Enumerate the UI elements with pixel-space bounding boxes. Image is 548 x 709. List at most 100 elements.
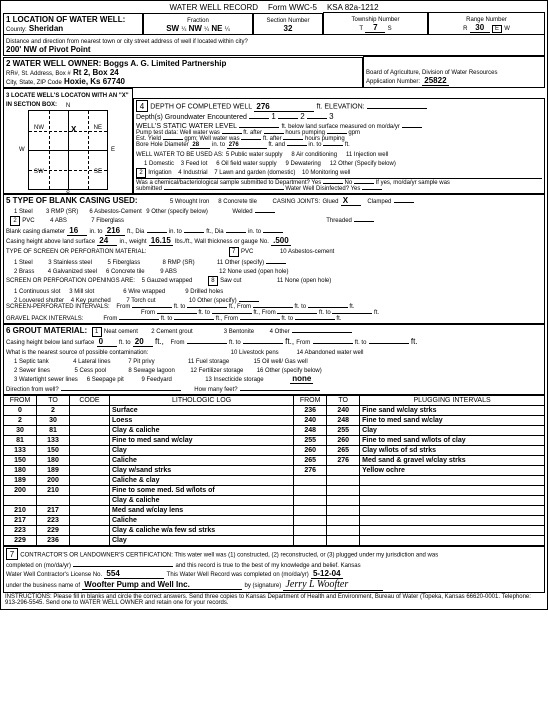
cj: CASING JOINTS:	[273, 199, 321, 205]
n11: 11 Fuel storage	[188, 359, 229, 365]
table-row: 150180 Caliche265276Med sand & gravel w/…	[4, 456, 545, 466]
bi2: ft. and	[268, 142, 285, 148]
lbsft: lbs./ft., Wall thickness or gauge No.	[175, 239, 269, 245]
glued-x: X	[341, 196, 361, 206]
o3: 3 Mill slot	[69, 289, 94, 295]
sec6-hdr: 6 GROUT MATERIAL:	[6, 326, 87, 335]
sec7-num: 7	[6, 548, 18, 560]
o9: 9 Drilled holes	[185, 289, 223, 295]
depth-label: DEPTH OF COMPLETED WELL	[150, 104, 252, 111]
u3: 3 Feed lot	[181, 161, 208, 167]
section-3-4: 3 LOCATE WELL'S LOCATON WITH AN "X" IN S…	[3, 88, 545, 194]
contam: What is the nearest source of possible c…	[6, 350, 148, 356]
bcd1: 16	[67, 226, 87, 236]
s1	[132, 307, 172, 308]
th-code: CODE	[70, 396, 110, 406]
addr-label: RR#, St. Address, Box #	[6, 71, 71, 77]
est1	[163, 139, 183, 140]
static-val	[239, 127, 279, 128]
gw3	[307, 118, 327, 119]
e4	[283, 139, 303, 140]
p5	[327, 133, 347, 134]
p8: 8 RMP (SR)	[162, 260, 194, 266]
section-4: 4 DEPTH OF COMPLETED WELL 276 ft. ELEVAT…	[133, 98, 545, 194]
section-5: 5 TYPE OF BLANK CASING USED: 5 Wrought I…	[3, 194, 545, 324]
cl-v	[394, 202, 414, 203]
gpi-t: ft. to	[161, 316, 173, 322]
c1: 1 Steel	[14, 209, 33, 215]
compl: completed on (mo/da/yr)	[6, 563, 71, 569]
th-from2: FROM	[294, 396, 327, 406]
bcd-i4: ft., Dia	[206, 229, 223, 235]
t-v	[354, 221, 374, 222]
bcd5	[226, 232, 246, 233]
bore2: 276	[227, 142, 267, 149]
ne: NE	[94, 125, 102, 131]
c5: 5 Wrought Iron	[170, 199, 210, 205]
depth-val: 276	[254, 102, 314, 112]
table-row: Clay & caliche	[4, 496, 545, 506]
s5	[157, 313, 197, 314]
chem-y	[323, 183, 343, 184]
s7	[277, 313, 317, 314]
chb-t2: ft. to	[229, 340, 241, 346]
water-well-record: WATER WELL RECORD Form WWC-5 KSA 82a-121…	[0, 0, 548, 610]
spi-f2: From	[141, 310, 155, 316]
p6: gpm	[348, 130, 360, 136]
chb2	[187, 343, 227, 344]
g1: Neat cement	[104, 329, 138, 335]
chb: Casing height below land surface	[6, 340, 94, 346]
dir-w: W	[19, 147, 25, 153]
w-v	[255, 212, 275, 213]
c2-box: 2	[10, 216, 20, 226]
sec-val: 32	[284, 24, 293, 33]
table-row: 02 Surface236240Fine sand w/clay strks	[4, 406, 545, 416]
p1	[222, 133, 242, 134]
owner-addr: Rt 2, Box 24	[73, 68, 119, 77]
p2: ft. after	[243, 130, 262, 136]
chb-t: ft. to	[119, 340, 131, 346]
gpi-t2: ft. to	[281, 316, 293, 322]
used-label: WELL WATER TO BE USED AS:	[136, 152, 224, 158]
biz: Woofter Pump and Well Inc.	[82, 580, 242, 590]
gw2	[278, 118, 298, 119]
ch-val: 24	[97, 236, 117, 246]
spi-t2: ft. to	[294, 304, 306, 310]
w: W	[504, 26, 510, 32]
footer: INSTRUCTIONS: Please fill in blanks and …	[3, 593, 545, 607]
s6	[212, 313, 252, 314]
n4: 4 Lateral lines	[73, 359, 110, 365]
g1	[119, 319, 159, 320]
b5: ft.	[345, 142, 350, 148]
s8	[332, 313, 372, 314]
gpi-f: From	[103, 316, 117, 322]
chb-t3: ft. to	[355, 340, 367, 346]
lithologic-log-table: FROM TO CODE LITHOLOGIC LOG FROM TO PLUG…	[3, 395, 545, 546]
c7: 7 Fiberglass	[91, 218, 124, 224]
table-row: 180189 Clay w/sand strks276Yellow ochre	[4, 466, 545, 476]
th-to1: TO	[37, 396, 70, 406]
q1b: ¼	[181, 27, 186, 33]
c9: 9 Other (specify below)	[146, 209, 208, 215]
below-val	[402, 127, 422, 128]
chb5	[369, 343, 409, 344]
bcd-i3: in. to	[169, 229, 182, 235]
p9: 9 ABS	[160, 269, 177, 275]
date: 5-12-04	[311, 569, 343, 579]
u2-box: 2	[136, 168, 146, 178]
e2	[241, 139, 261, 140]
p11: 11 Other (specify)	[217, 260, 264, 266]
th-to2: TO	[327, 396, 360, 406]
g4	[295, 319, 335, 320]
table-row: 133150 Clay260265Clay w/lots of sd strks	[4, 446, 545, 456]
spi: SCREEN-PERFORATED INTERVALS:	[6, 304, 110, 310]
hm-v	[240, 390, 320, 391]
spi-t1: ft. to	[174, 304, 186, 310]
q2b: ¼	[204, 27, 209, 33]
bcd6	[263, 232, 283, 233]
spi-t3: ft. to	[198, 310, 210, 316]
ksa: KSA 82a-1212	[327, 3, 379, 12]
dir-s: S	[66, 191, 70, 197]
th-plug: PLUGGING INTERVALS	[360, 396, 545, 406]
g1-box: 1	[92, 327, 102, 337]
